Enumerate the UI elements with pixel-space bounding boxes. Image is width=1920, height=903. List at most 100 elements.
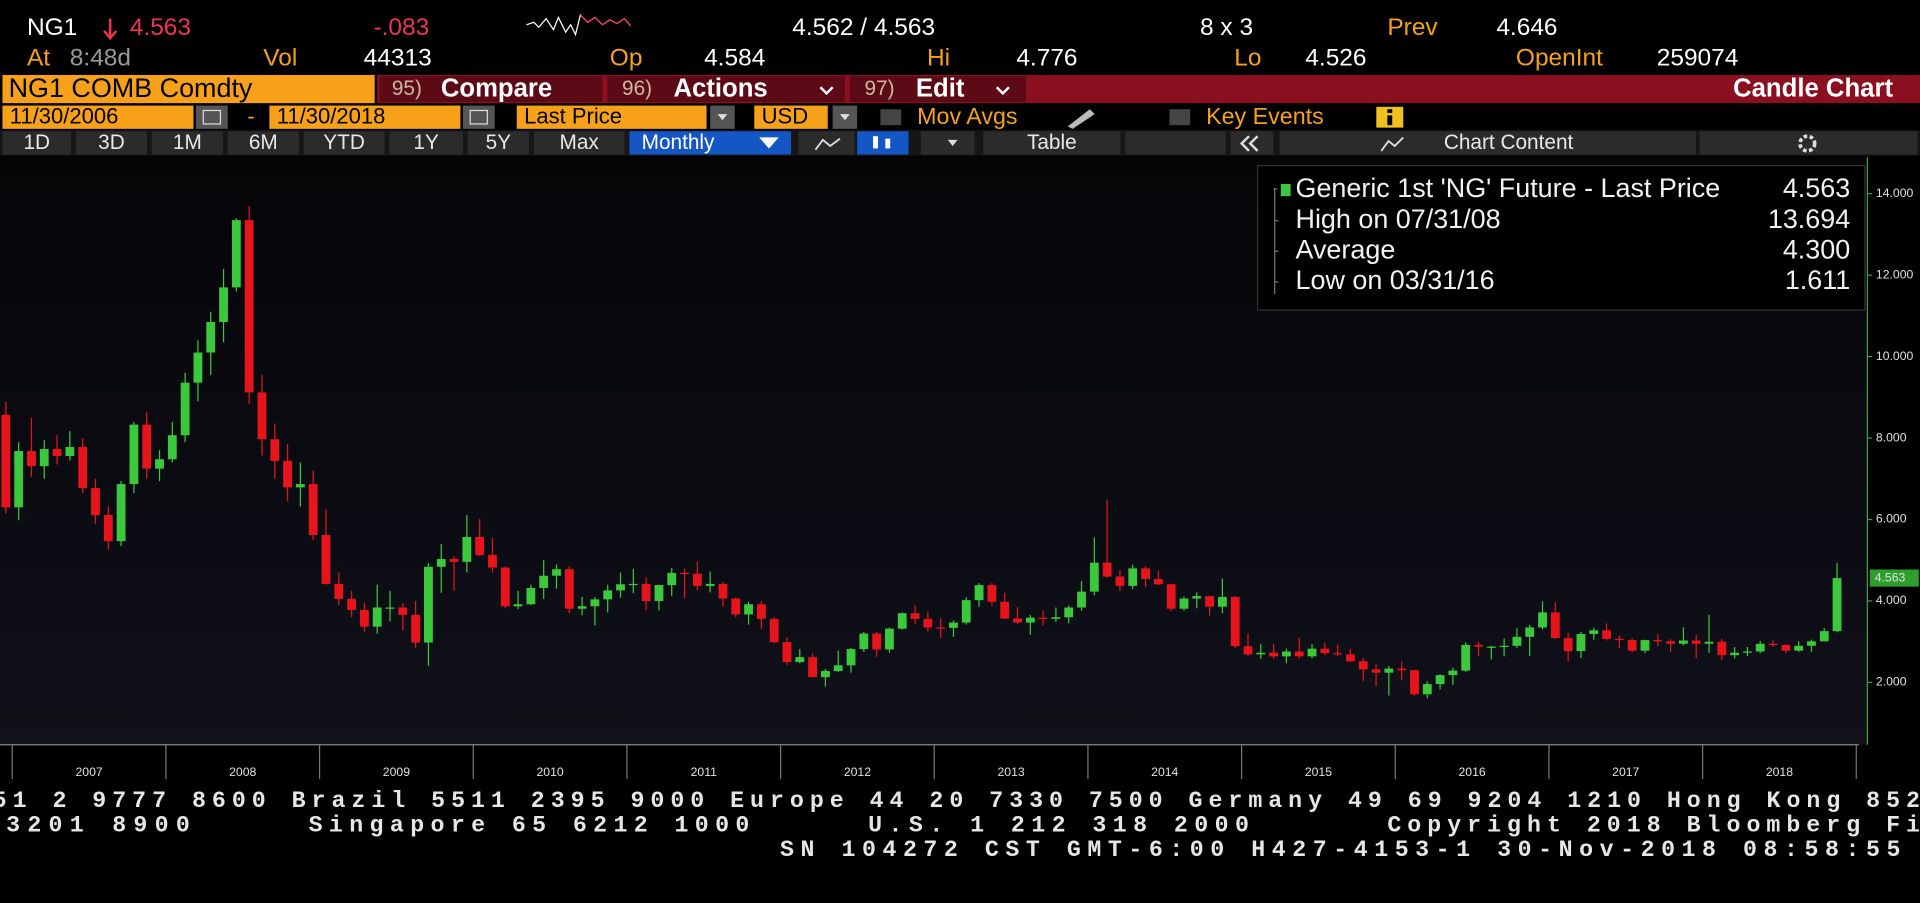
candle-body: [1755, 643, 1765, 652]
net-change: -.083: [373, 14, 429, 41]
candle-body: [1640, 640, 1650, 651]
range-label: 1D: [23, 131, 50, 154]
pencil-icon[interactable]: [1067, 109, 1095, 129]
start-date: 11/30/2006: [10, 104, 119, 129]
candle-body: [641, 583, 651, 601]
candle-body: [1499, 645, 1509, 648]
dropdown-button[interactable]: [920, 131, 975, 155]
settings-button[interactable]: [1699, 131, 1918, 155]
candle-body: [1128, 568, 1138, 586]
candle-body: [1294, 651, 1304, 657]
date-separator: -: [247, 104, 254, 129]
menu-button[interactable]: [379, 76, 603, 102]
x-tick-label: 2007: [75, 765, 102, 779]
footer-line: SN 104272 CST GMT-6:00 H427-4153-1 30-No…: [780, 837, 1900, 863]
y-tick-label: 6.000: [1876, 512, 1907, 526]
candle-body: [616, 584, 625, 591]
candle-body: [359, 609, 369, 627]
end-date: 11/30/2018: [277, 104, 386, 129]
date-field[interactable]: [2, 105, 194, 129]
candle-body: [308, 484, 318, 535]
candle-body: [1525, 627, 1535, 637]
range-button[interactable]: [389, 131, 463, 155]
candle-body: [1653, 640, 1663, 642]
menu-button[interactable]: [607, 76, 845, 102]
calendar-button[interactable]: [462, 105, 495, 129]
x-tick-label: 2011: [691, 765, 718, 779]
date-field[interactable]: [269, 105, 461, 129]
range-button[interactable]: [467, 131, 529, 155]
candle-body: [820, 671, 830, 678]
candle-body: [1730, 652, 1740, 656]
range-button[interactable]: [75, 131, 147, 155]
candle-body: [961, 600, 971, 623]
candle-body: [628, 583, 638, 586]
range-button[interactable]: [227, 131, 299, 155]
candle-body: [680, 572, 689, 575]
candle-body: [718, 583, 728, 599]
candle-body: [1563, 638, 1573, 652]
candle-body: [872, 633, 882, 650]
stat-label: OpenInt: [1516, 45, 1603, 72]
candle-body: [1666, 641, 1675, 644]
y-tick-label: 14.000: [1876, 186, 1914, 200]
range-button[interactable]: [303, 131, 385, 155]
candle-body: [1038, 617, 1048, 619]
candle-body: [1307, 648, 1317, 657]
candle-body: [334, 583, 344, 599]
candle-body: [1192, 596, 1202, 599]
candle-chart-button[interactable]: [857, 131, 909, 155]
candle-body: [219, 287, 228, 322]
candle-body: [667, 572, 677, 586]
candle-body: [167, 435, 177, 460]
x-tick-label: 2015: [1305, 765, 1332, 779]
footer-line: 3201 8900: [6, 813, 190, 839]
range-button[interactable]: [2, 131, 72, 155]
checkbox[interactable]: [880, 109, 902, 126]
legend-row-label: Average: [1296, 234, 1396, 264]
candle-body: [475, 537, 485, 555]
candle-body: [1025, 617, 1035, 623]
last-price: 4.563: [130, 14, 191, 41]
legend-row-value: 1.611: [1785, 265, 1850, 295]
candle-body: [1205, 596, 1214, 607]
range-button[interactable]: [151, 131, 223, 155]
menu-button[interactable]: [849, 76, 1027, 102]
table-button[interactable]: [983, 131, 1121, 155]
y-tick-label: 8.000: [1876, 430, 1907, 444]
legend-title: Generic 1st 'NG' Future - Last Price: [1296, 173, 1721, 203]
legend-row-value: 13.694: [1768, 204, 1850, 234]
period-select[interactable]: [629, 131, 792, 155]
candle-body: [603, 590, 613, 600]
x-tick-label: 2013: [997, 765, 1024, 779]
stat-value: 4.584: [704, 45, 765, 72]
candle-body: [1397, 668, 1407, 671]
bid-ask-size: 8 x 3: [1200, 14, 1253, 41]
checkbox[interactable]: [1169, 109, 1191, 126]
candle-body: [539, 575, 549, 588]
range-label: 3D: [98, 131, 125, 154]
candle-body: [526, 587, 536, 605]
legend-row-label: High on 07/31/08: [1296, 204, 1501, 234]
range-button[interactable]: [533, 131, 625, 155]
candle-body: [1230, 596, 1240, 647]
candle-body: [1102, 562, 1112, 577]
calendar-icon: [469, 109, 488, 125]
candle-body: [808, 657, 818, 678]
candle-body: [1051, 617, 1061, 619]
y-tick-label: 12.000: [1876, 267, 1914, 281]
security-box[interactable]: [2, 74, 375, 104]
bid-ask: 4.562 / 4.563: [792, 14, 935, 41]
y-tick-label: 2.000: [1876, 675, 1907, 689]
menu-number: 95): [392, 77, 422, 100]
field-select[interactable]: [516, 105, 707, 129]
candle-body: [936, 627, 946, 629]
currency: USD: [762, 104, 809, 129]
security: NG1 COMB Comdty: [9, 73, 253, 103]
currency-select[interactable]: [754, 105, 828, 129]
candle-body: [155, 459, 164, 469]
calendar-button[interactable]: [195, 105, 228, 129]
candle-body: [1371, 669, 1381, 673]
candle-body: [231, 220, 241, 288]
